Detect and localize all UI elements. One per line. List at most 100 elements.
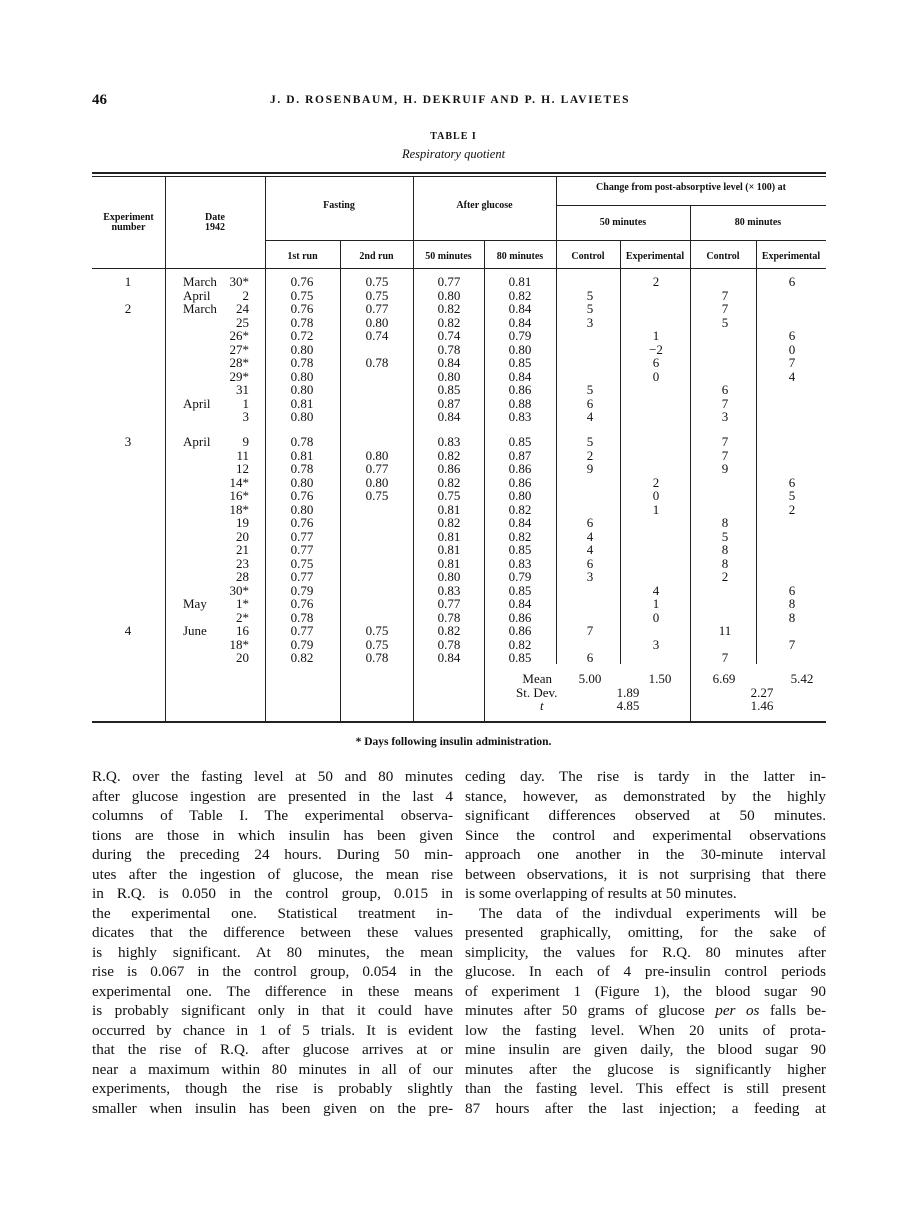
cell-glucose-50: 0.84 [437, 650, 461, 665]
table-label: TABLE I [430, 131, 477, 142]
text-line: minutes after the glucose is significant… [465, 1060, 826, 1078]
table-top-rule [92, 172, 826, 174]
cell-fasting-1st-run: 0.78 [290, 461, 314, 476]
mean-label: Mean [522, 671, 552, 686]
cell-day: 21 [236, 542, 249, 557]
cell-glucose-80: 0.85 [508, 434, 532, 449]
cell-experimental-80: 7 [788, 636, 796, 652]
cell-fasting-1st-run: 0.78 [290, 314, 314, 330]
t-50: 4.85 [616, 698, 640, 713]
cell-fasting-1st-run: 0.78 [290, 434, 314, 449]
cell-fasting-2nd-run: 0.78 [365, 650, 389, 665]
text-line: occurred by chance in 1 of 5 trials. It … [92, 1021, 453, 1039]
cell-month: March [183, 301, 217, 316]
cell-fasting-1st-run: 0.72 [290, 328, 314, 343]
cell-fasting-1st-run: 0.76 [290, 274, 314, 289]
cell-fasting-2nd-run: 0.78 [365, 355, 389, 370]
cell-glucose-80: 0.82 [508, 528, 532, 544]
cell-fasting-2nd-run: 0.80 [365, 474, 389, 490]
cell-control-50: 6 [586, 555, 594, 571]
cell-glucose-50: 0.82 [437, 474, 461, 490]
header-80-minutes: 80 minutes [734, 217, 782, 228]
cell-fasting-2nd-run: 0.75 [365, 488, 389, 503]
cell-glucose-80: 0.82 [508, 636, 532, 652]
cell-glucose-80: 0.84 [508, 515, 532, 530]
text-line: the experimental one. Statistical treatm… [92, 904, 453, 922]
cell-day: 18* [229, 636, 250, 652]
cell-glucose-80: 0.82 [508, 501, 532, 517]
cell-control-50: 9 [586, 461, 594, 476]
table-bottom-rule [92, 721, 826, 723]
cell-glucose-50: 0.82 [437, 314, 461, 330]
cell-experimental-80: 6 [788, 474, 796, 490]
header-date: Date [205, 212, 225, 223]
cell-glucose-50: 0.82 [437, 515, 461, 530]
cell-fasting-1st-run: 0.76 [290, 488, 314, 503]
cell-control-50: 4 [586, 409, 594, 424]
cell-experimental-80: 6 [788, 582, 796, 598]
cell-glucose-50: 0.82 [437, 623, 461, 638]
t-80: 1.46 [750, 698, 774, 713]
mean-control-50: 5.00 [578, 671, 602, 686]
cell-experimental-50: 4 [652, 582, 660, 598]
cell-control-80: 2 [721, 569, 729, 584]
cell-day: 2 [242, 287, 250, 303]
cell-day: 31 [236, 382, 249, 397]
text-line: simplicity, the values for R.Q. 80 minut… [465, 943, 826, 961]
text-line: during the preceding 24 hours. During 50… [92, 846, 453, 863]
cell-fasting-2nd-run: 0.75 [365, 623, 389, 638]
subheader-rule [265, 240, 826, 241]
cell-experimental-80: 2 [788, 501, 796, 517]
cell-experimental-50: 1 [652, 328, 660, 343]
cell-day: 14* [229, 474, 250, 490]
cell-glucose-50: 0.83 [437, 582, 461, 598]
header-2nd-run: 2nd run [359, 251, 394, 262]
table-footnote: * Days following insulin administration. [355, 736, 552, 748]
column-divider [620, 240, 621, 664]
cell-fasting-1st-run: 0.80 [290, 341, 314, 357]
text-line: after glucose ingestion are presented in… [92, 787, 453, 805]
cell-experimental-80: 5 [788, 488, 796, 503]
cell-control-80: 8 [721, 542, 729, 557]
column-divider [413, 176, 414, 722]
cell-glucose-50: 0.87 [437, 395, 461, 411]
cell-day: 16 [236, 623, 249, 638]
cell-glucose-80: 0.84 [508, 301, 532, 316]
cell-glucose-50: 0.80 [437, 368, 461, 384]
cell-glucose-80: 0.81 [508, 274, 532, 289]
cell-fasting-1st-run: 0.80 [290, 409, 314, 424]
mean-experimental-50: 1.50 [648, 671, 672, 686]
column-divider [340, 240, 341, 722]
cell-experiment-number: 3 [124, 434, 132, 449]
cell-fasting-1st-run: 0.78 [290, 609, 314, 625]
cell-day: 20 [236, 528, 249, 544]
cell-day: 23 [236, 555, 249, 571]
cell-control-80: 7 [721, 301, 729, 316]
cell-glucose-80: 0.79 [508, 569, 532, 584]
cell-glucose-80: 0.80 [508, 488, 532, 503]
cell-glucose-50: 0.74 [437, 328, 461, 343]
cell-month: April [183, 395, 211, 411]
cell-glucose-80: 0.86 [508, 623, 532, 638]
cell-glucose-50: 0.81 [437, 528, 461, 544]
cell-experimental-50: 1 [652, 596, 660, 611]
cell-experiment-number: 1 [124, 274, 132, 289]
column-divider [484, 240, 485, 722]
text-line: smaller when insulin has been given on t… [92, 1099, 453, 1117]
text-line: tions are those in which insulin has bee… [92, 826, 453, 844]
text-line: is some overlapping of results at 50 min… [465, 885, 737, 902]
table-caption: Respiratory quotient [401, 147, 506, 161]
cell-control-50: 5 [586, 301, 594, 316]
header-bottom-rule [92, 268, 826, 269]
cell-fasting-1st-run: 0.77 [290, 528, 314, 544]
cell-glucose-80: 0.86 [508, 474, 532, 490]
cell-fasting-1st-run: 0.80 [290, 501, 314, 517]
column-divider [690, 205, 691, 722]
cell-fasting-1st-run: 0.76 [290, 596, 314, 611]
cell-glucose-80: 0.86 [508, 461, 532, 476]
cell-glucose-50: 0.82 [437, 301, 461, 316]
cell-control-80: 8 [721, 555, 729, 571]
cell-control-80: 7 [721, 395, 729, 411]
cell-glucose-80: 0.85 [508, 650, 532, 665]
running-head-authors: J. D. ROSENBAUM, H. DEKRUIF AND P. H. LA… [270, 94, 631, 106]
